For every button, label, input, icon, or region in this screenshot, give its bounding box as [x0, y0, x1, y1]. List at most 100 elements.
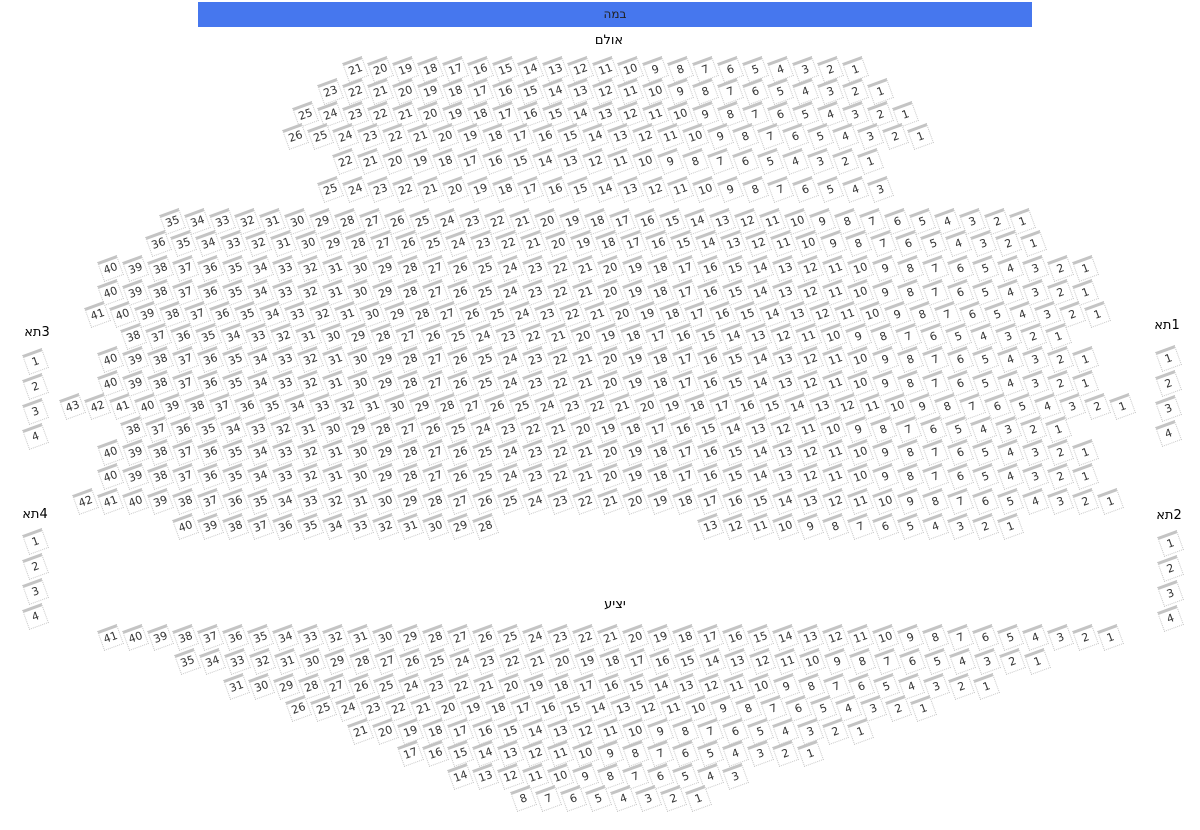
balcony-row-4-seat-26[interactable]: 26 [285, 695, 312, 722]
hall-row-13-seat-1[interactable]: 1 [1072, 346, 1099, 373]
hall-row-13-seat-24[interactable]: 24 [497, 346, 524, 373]
balcony-row-6-seat-3[interactable]: 3 [747, 740, 774, 767]
hall-row-13-seat-11[interactable]: 11 [822, 346, 849, 373]
hall-row-15-seat-2[interactable]: 2 [1084, 393, 1111, 420]
hall-row-13-seat-38[interactable]: 38 [147, 346, 174, 373]
hall-row-17-seat-37[interactable]: 37 [172, 439, 199, 466]
balcony-row-6-seat-9[interactable]: 9 [597, 740, 624, 767]
hall-row-16-seat-12[interactable]: 12 [770, 416, 797, 443]
hall-row-9-seat-24[interactable]: 24 [497, 255, 524, 282]
hall-row-19-seat-40[interactable]: 40 [122, 488, 149, 515]
hall-row-13-seat-34[interactable]: 34 [247, 346, 274, 373]
hall-row-9-seat-18[interactable]: 18 [647, 255, 674, 282]
hall-row-19-seat-36[interactable]: 36 [222, 488, 249, 515]
hall-row-6-seat-4[interactable]: 4 [842, 176, 869, 203]
balcony-row-6-seat-2[interactable]: 2 [772, 740, 799, 767]
hall-row-5-seat-18[interactable]: 18 [432, 148, 459, 175]
hall-row-4-seat-13[interactable]: 13 [607, 123, 634, 150]
hall-row-2-seat-9[interactable]: 9 [667, 78, 694, 105]
hall-row-17-seat-8[interactable]: 8 [897, 439, 924, 466]
hall-row-6-seat-12[interactable]: 12 [642, 176, 669, 203]
hall-row-17-seat-33[interactable]: 33 [272, 439, 299, 466]
hall-row-17-seat-17[interactable]: 17 [672, 439, 699, 466]
hall-row-19-seat-29[interactable]: 29 [397, 488, 424, 515]
balcony-row-2-seat-5[interactable]: 5 [924, 648, 951, 675]
hall-row-1-seat-21[interactable]: 21 [342, 56, 369, 83]
hall-row-18-seat-18[interactable]: 18 [647, 463, 674, 490]
hall-row-1-seat-14[interactable]: 14 [517, 56, 544, 83]
balcony-row-3-seat-31[interactable]: 31 [223, 673, 250, 700]
box-3-seat-2[interactable]: 2 [22, 373, 49, 400]
balcony-row-5-seat-17[interactable]: 17 [447, 718, 474, 745]
box-4-seat-3[interactable]: 3 [22, 578, 49, 605]
hall-row-9-seat-35[interactable]: 35 [222, 255, 249, 282]
balcony-row-1-seat-12[interactable]: 12 [822, 624, 849, 651]
balcony-row-2-seat-32[interactable]: 32 [249, 648, 276, 675]
hall-row-17-seat-27[interactable]: 27 [422, 439, 449, 466]
hall-row-5-seat-6[interactable]: 6 [732, 148, 759, 175]
balcony-row-6-seat-1[interactable]: 1 [797, 740, 824, 767]
hall-row-17-seat-13[interactable]: 13 [772, 439, 799, 466]
hall-row-17-seat-23[interactable]: 23 [522, 439, 549, 466]
balcony-row-1-seat-8[interactable]: 8 [922, 624, 949, 651]
balcony-row-5-seat-1[interactable]: 1 [847, 718, 874, 745]
hall-row-17-seat-14[interactable]: 14 [747, 439, 774, 466]
balcony-row-2-seat-9[interactable]: 9 [824, 648, 851, 675]
balcony-row-1-seat-15[interactable]: 15 [747, 624, 774, 651]
balcony-row-2-seat-10[interactable]: 10 [799, 648, 826, 675]
hall-row-19-seat-37[interactable]: 37 [197, 488, 224, 515]
hall-row-18-seat-1[interactable]: 1 [1072, 463, 1099, 490]
hall-row-11-seat-41[interactable]: 41 [84, 301, 111, 328]
hall-row-19-seat-35[interactable]: 35 [247, 488, 274, 515]
balcony-row-7-seat-13[interactable]: 13 [472, 763, 499, 790]
balcony-row-6-seat-16[interactable]: 16 [422, 740, 449, 767]
balcony-row-2-seat-34[interactable]: 34 [199, 648, 226, 675]
balcony-row-2-seat-15[interactable]: 15 [674, 648, 701, 675]
hall-row-15-seat-42[interactable]: 42 [84, 393, 111, 420]
hall-row-4-seat-4[interactable]: 4 [832, 123, 859, 150]
hall-row-4-seat-26[interactable]: 26 [282, 123, 309, 150]
balcony-row-3-seat-30[interactable]: 30 [248, 673, 275, 700]
box-4-seat-1[interactable]: 1 [22, 528, 49, 555]
balcony-row-1-seat-24[interactable]: 24 [522, 624, 549, 651]
hall-row-13-seat-32[interactable]: 32 [297, 346, 324, 373]
hall-row-5-seat-5[interactable]: 5 [757, 148, 784, 175]
hall-row-19-seat-42[interactable]: 42 [72, 488, 99, 515]
balcony-row-1-seat-6[interactable]: 6 [972, 624, 999, 651]
hall-row-9-seat-12[interactable]: 12 [797, 255, 824, 282]
box-2-seat-4[interactable]: 4 [1157, 605, 1184, 632]
hall-row-2-seat-6[interactable]: 6 [742, 78, 769, 105]
hall-row-4-seat-8[interactable]: 8 [732, 123, 759, 150]
hall-row-13-seat-6[interactable]: 6 [947, 346, 974, 373]
hall-row-6-seat-24[interactable]: 24 [342, 176, 369, 203]
hall-row-5-seat-12[interactable]: 12 [582, 148, 609, 175]
balcony-row-1-seat-11[interactable]: 11 [847, 624, 874, 651]
hall-row-6-seat-8[interactable]: 8 [742, 176, 769, 203]
balcony-row-5-seat-5[interactable]: 5 [747, 718, 774, 745]
hall-row-19-seat-33[interactable]: 33 [297, 488, 324, 515]
balcony-row-5-seat-20[interactable]: 20 [372, 718, 399, 745]
balcony-row-2-seat-20[interactable]: 20 [549, 648, 576, 675]
hall-row-16-seat-33[interactable]: 33 [245, 416, 272, 443]
hall-row-18-seat-13[interactable]: 13 [772, 463, 799, 490]
balcony-row-6-seat-11[interactable]: 11 [547, 740, 574, 767]
balcony-row-6-seat-5[interactable]: 5 [697, 740, 724, 767]
hall-row-6-seat-16[interactable]: 16 [542, 176, 569, 203]
hall-row-9-seat-17[interactable]: 17 [672, 255, 699, 282]
hall-row-19-seat-13[interactable]: 13 [797, 488, 824, 515]
balcony-row-1-seat-2[interactable]: 2 [1072, 624, 1099, 651]
hall-row-1-seat-1[interactable]: 1 [842, 56, 869, 83]
hall-row-9-seat-5[interactable]: 5 [972, 255, 999, 282]
balcony-row-6-seat-6[interactable]: 6 [672, 740, 699, 767]
hall-row-13-seat-9[interactable]: 9 [872, 346, 899, 373]
hall-row-20-seat-29[interactable]: 29 [447, 513, 474, 540]
hall-row-6-seat-22[interactable]: 22 [392, 176, 419, 203]
hall-row-18-seat-17[interactable]: 17 [672, 463, 699, 490]
hall-row-9-seat-34[interactable]: 34 [247, 255, 274, 282]
hall-row-18-seat-8[interactable]: 8 [897, 463, 924, 490]
hall-row-16-seat-31[interactable]: 31 [295, 416, 322, 443]
balcony-row-1-seat-1[interactable]: 1 [1097, 624, 1124, 651]
balcony-row-4-seat-1[interactable]: 1 [910, 695, 937, 722]
hall-row-17-seat-6[interactable]: 6 [947, 439, 974, 466]
hall-row-16-seat-9[interactable]: 9 [845, 416, 872, 443]
